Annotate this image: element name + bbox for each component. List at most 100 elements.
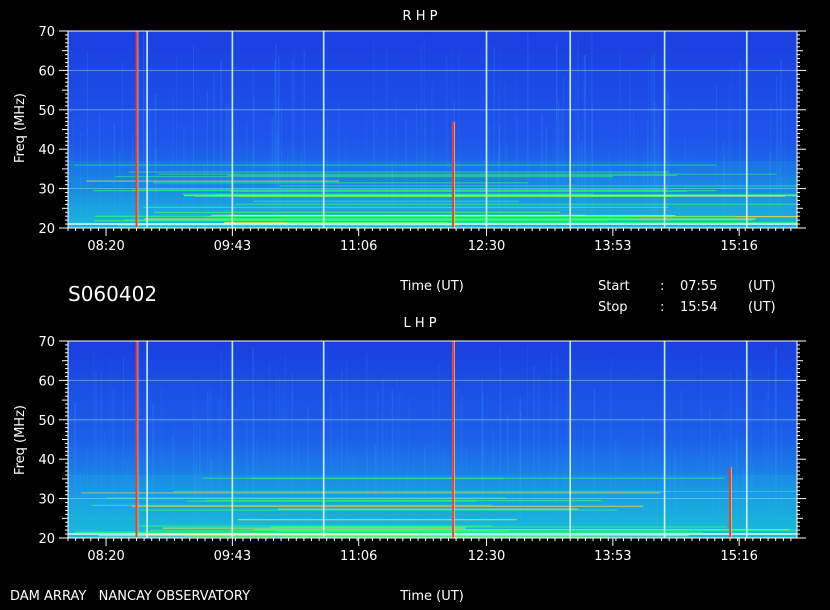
striation [556,355,558,538]
emission-stripe [139,525,493,527]
striation [675,456,676,538]
striation [731,66,733,228]
striation [287,156,289,228]
striation [577,41,579,228]
striation [651,435,654,538]
striation [485,73,486,228]
emission-stripe [143,206,669,208]
striation [74,402,76,538]
emission-stripe [282,536,610,538]
striation [297,441,299,538]
striation [499,367,502,538]
striation [245,421,248,538]
striation [545,126,547,228]
striation [566,373,568,538]
striation [209,387,212,538]
striation [765,392,767,538]
y-tick-label: 50 [38,414,55,429]
striation [220,60,222,228]
striation [771,446,772,538]
emission-stripe [235,203,796,205]
striation [424,106,426,228]
striation [281,104,282,228]
striation [556,405,558,538]
striation [276,370,278,538]
striation [719,434,721,538]
x-tick-label: 11:06 [340,239,377,254]
striation [206,90,209,229]
striation [275,44,277,229]
striation [499,346,501,538]
striation [736,367,739,538]
emission-stripe [128,171,669,173]
striation [154,94,157,228]
y-tick-label: 30 [38,183,55,198]
y-tick-label: 30 [38,493,55,508]
y-tick-label: 70 [38,335,55,350]
striation [126,462,128,538]
striation [728,84,730,228]
emission-stripe [86,180,340,182]
striation [653,53,655,229]
striation [207,392,209,538]
striation [625,137,627,228]
striation [563,76,565,228]
striation [95,371,97,538]
striation [112,389,114,538]
striation [712,456,714,538]
striation [218,397,220,538]
lhp-time-axis-label: Time (UT) [399,589,464,604]
striation [69,413,71,538]
striation [726,408,728,538]
emission-stripe [194,195,678,197]
striation [471,467,473,538]
striation [574,74,576,228]
striation [563,112,564,228]
striation [276,130,278,228]
striation [190,167,192,228]
emission-stripe [278,508,579,510]
striation [386,424,388,538]
striation [278,55,280,228]
striation [781,424,782,538]
striation [291,372,293,538]
striation [511,469,514,538]
striation [277,132,279,228]
emission-stripe [238,519,517,521]
emission-stripe [228,529,797,531]
striation [519,412,522,538]
striation [424,449,426,538]
striation [330,393,332,538]
striation [435,441,437,538]
striation [658,108,660,228]
observation-id: S060402 [68,282,157,306]
emission-stripe [274,530,509,532]
emission-stripe [124,219,753,221]
striation [674,449,676,538]
striation [515,72,516,228]
striation [72,117,74,228]
striation [669,414,670,538]
striation [635,453,637,538]
emission-stripe [132,189,667,191]
striation [591,32,593,228]
striation [583,54,586,228]
striation [533,365,535,538]
striation [94,371,96,538]
x-tick-label: 12:30 [468,239,505,254]
rhp-spectrogram-panel: 20 30 40 50 60 70 08:20 09:43 11:06 12:30 13:53 15:… [38,25,806,254]
emission-stripe [93,190,716,192]
striation [193,45,194,228]
striation [253,96,255,228]
striation [609,371,611,538]
striation [201,468,203,538]
striation [456,388,458,538]
striation [145,129,147,228]
lhp-spectrogram-panel: 20 30 40 50 60 70 08:20 09:43 11:06 12:30 13:53 15:… [38,335,806,564]
x-tick-label: 13:53 [594,549,631,564]
striation [113,124,115,228]
emission-stripe [182,193,594,195]
striation [555,467,557,538]
emission-stripe [152,182,529,184]
emission-stripe [131,505,644,507]
